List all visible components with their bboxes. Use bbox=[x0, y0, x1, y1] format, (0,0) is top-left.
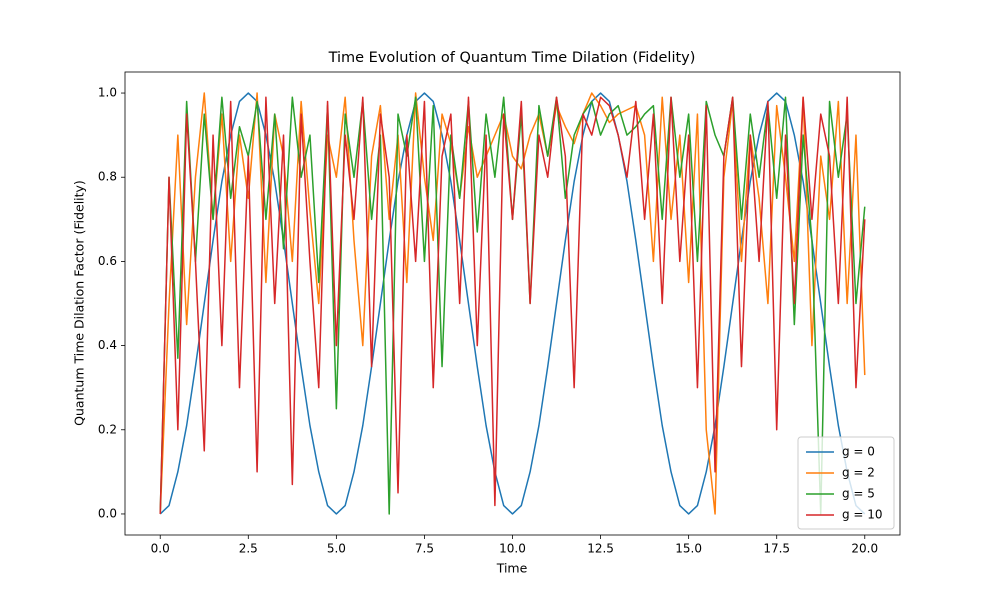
x-tick-label: 2.5 bbox=[239, 542, 258, 556]
plot-frame bbox=[124, 71, 901, 536]
x-tick-label: 15.0 bbox=[675, 542, 702, 556]
legend-label: g = 2 bbox=[842, 466, 875, 480]
legend-label: g = 10 bbox=[842, 508, 883, 522]
y-tick-label: 0.0 bbox=[98, 506, 117, 520]
legend-label: g = 5 bbox=[842, 487, 875, 501]
y-tick-label: 1.0 bbox=[98, 86, 117, 100]
x-tick-label: 7.5 bbox=[415, 542, 434, 556]
x-axis-label: Time bbox=[496, 561, 528, 576]
chart-title: Time Evolution of Quantum Time Dilation … bbox=[328, 50, 696, 66]
line-series bbox=[159, 96, 866, 514]
line-series bbox=[159, 92, 866, 515]
y-tick-label: 0.8 bbox=[98, 170, 117, 184]
x-tick-label: 17.5 bbox=[763, 542, 790, 556]
y-tick-label: 0.2 bbox=[98, 422, 117, 436]
x-tick-label: 20.0 bbox=[851, 542, 878, 556]
x-tick-label: 5.0 bbox=[327, 542, 346, 556]
legend-box bbox=[797, 436, 895, 530]
y-tick-label: 0.4 bbox=[98, 338, 117, 352]
y-tick-label: 0.6 bbox=[98, 254, 117, 268]
x-tick-label: 12.5 bbox=[587, 542, 614, 556]
x-tick-label: 0.0 bbox=[151, 542, 170, 556]
x-tick-label: 10.0 bbox=[499, 542, 526, 556]
legend-label: g = 0 bbox=[842, 445, 875, 459]
y-axis-label: Quantum Time Dilation Factor (Fidelity) bbox=[72, 180, 87, 426]
